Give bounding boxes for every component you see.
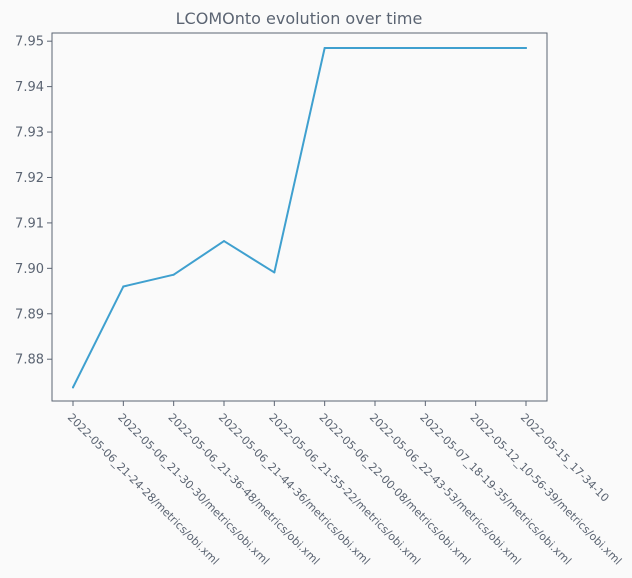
data-point: [424, 46, 427, 49]
y-tick-label: 7.94: [15, 80, 44, 95]
plot-border: [51, 32, 548, 402]
data-point: [525, 46, 527, 49]
x-axis: 2022-05-06_21-24-28/metrics/obi.xml2022-…: [65, 401, 624, 568]
x-tick-label: 2022-05-15_17-34-10: [518, 411, 612, 505]
y-tick-label: 7.88: [15, 353, 44, 368]
chart-title: LCOMOnto evolution over time: [176, 9, 423, 28]
y-tick-label: 7.91: [15, 216, 44, 231]
series-layer: [72, 46, 527, 389]
y-tick-label: 7.93: [15, 126, 44, 141]
y-tick-label: 7.89: [15, 307, 44, 322]
data-point: [474, 46, 477, 49]
data-point: [72, 386, 74, 389]
data-point: [273, 271, 276, 274]
y-tick-label: 7.95: [15, 35, 44, 50]
data-point: [374, 46, 376, 49]
series-line: [72, 46, 527, 389]
y-tick-label: 7.92: [15, 171, 44, 186]
y-tick-label: 7.90: [15, 262, 44, 277]
data-point: [323, 46, 326, 49]
data-point: [172, 273, 175, 276]
plot-area: [51, 32, 548, 402]
data-point: [122, 285, 125, 288]
y-axis: 7.88 7.89 7.90 7.91 7.92 7.93 7.94 7.95: [15, 35, 52, 368]
data-point: [223, 240, 225, 243]
